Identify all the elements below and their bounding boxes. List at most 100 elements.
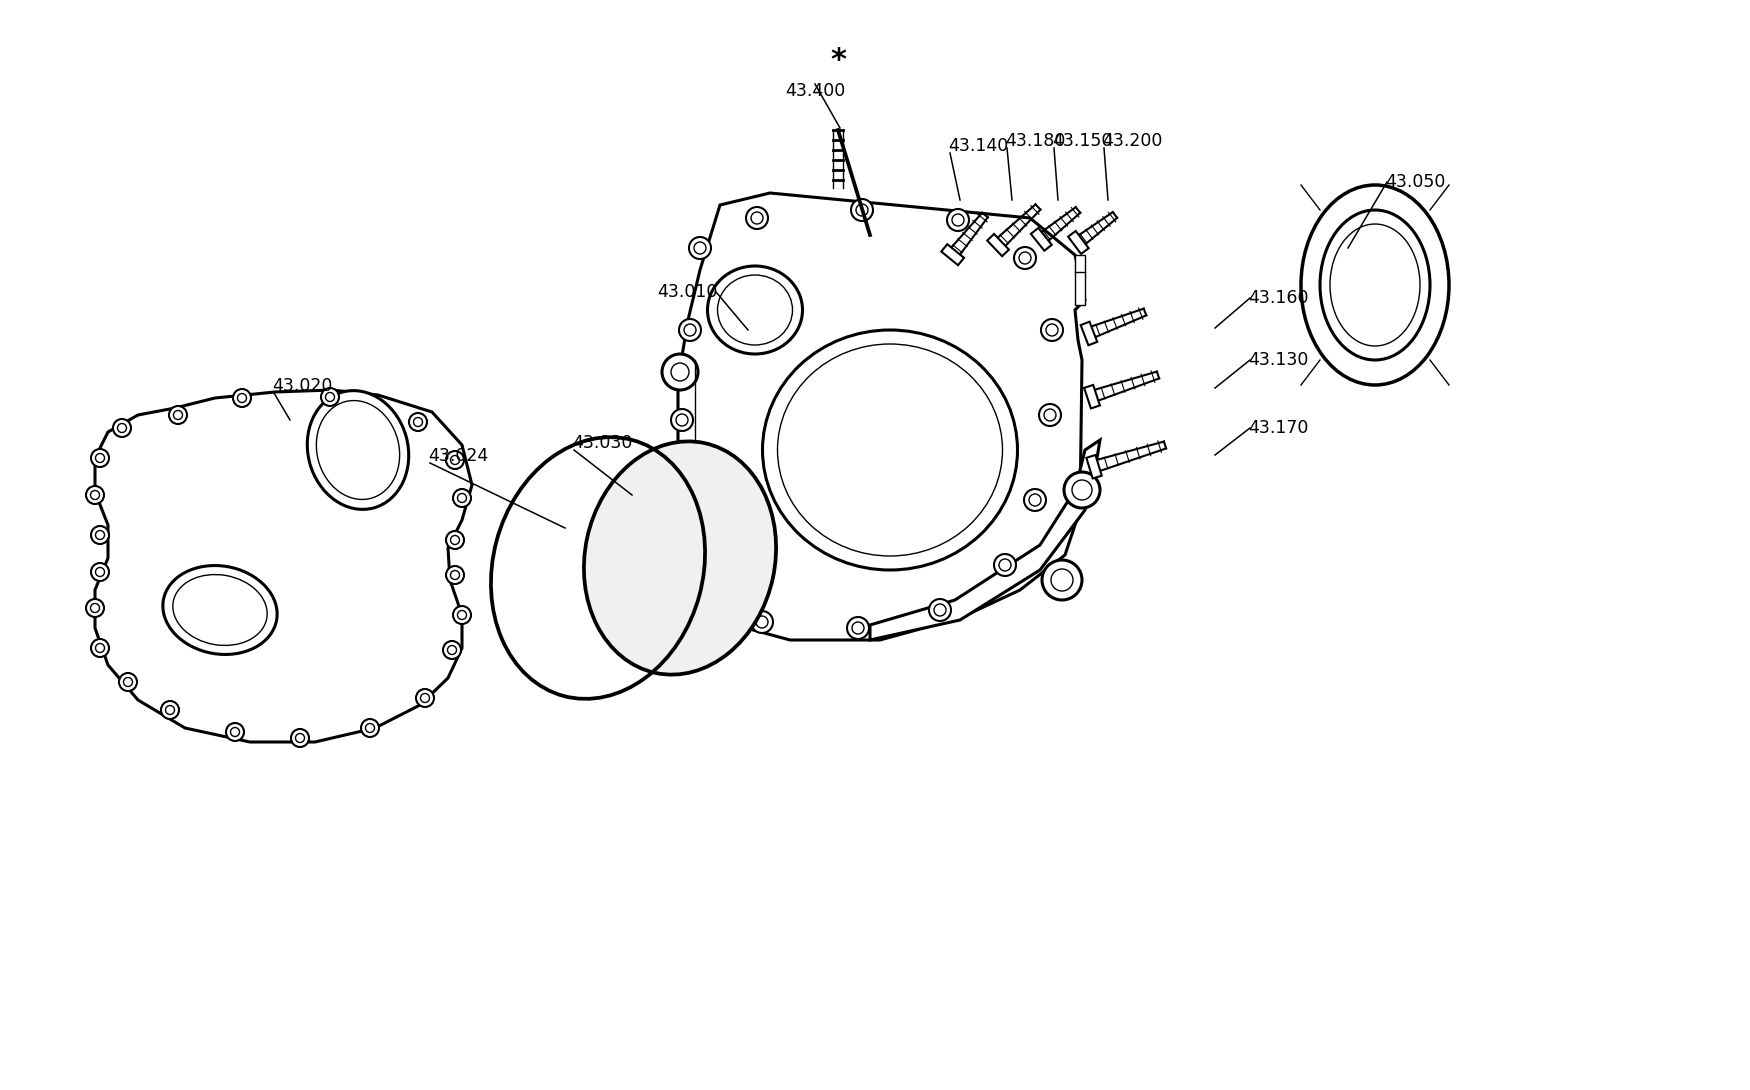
Circle shape <box>850 199 873 221</box>
Circle shape <box>1041 560 1082 600</box>
Circle shape <box>290 729 310 747</box>
Ellipse shape <box>763 330 1017 570</box>
Polygon shape <box>1087 455 1102 479</box>
Polygon shape <box>94 390 473 742</box>
Text: 43.150: 43.150 <box>1052 132 1113 150</box>
Circle shape <box>453 489 471 507</box>
Circle shape <box>696 589 709 601</box>
Text: 43.050: 43.050 <box>1384 173 1445 191</box>
Text: 43.130: 43.130 <box>1248 351 1309 370</box>
Circle shape <box>679 319 702 341</box>
Ellipse shape <box>308 390 410 509</box>
Circle shape <box>86 600 103 617</box>
Text: 43.140: 43.140 <box>949 137 1008 155</box>
Polygon shape <box>987 234 1010 256</box>
Text: *: * <box>830 46 845 74</box>
Circle shape <box>947 209 970 231</box>
Circle shape <box>751 211 763 225</box>
Circle shape <box>326 392 334 401</box>
Circle shape <box>238 393 247 402</box>
Circle shape <box>446 531 464 549</box>
Circle shape <box>1040 404 1060 426</box>
Circle shape <box>96 531 105 540</box>
Circle shape <box>233 389 250 407</box>
Polygon shape <box>870 440 1101 640</box>
Ellipse shape <box>718 275 793 346</box>
Circle shape <box>746 207 768 229</box>
Circle shape <box>670 409 693 431</box>
Circle shape <box>448 645 457 654</box>
Polygon shape <box>1031 228 1052 251</box>
Circle shape <box>1024 489 1046 511</box>
Circle shape <box>420 693 429 702</box>
Text: 43.024: 43.024 <box>429 447 488 465</box>
Ellipse shape <box>163 566 276 654</box>
Circle shape <box>173 411 182 420</box>
Ellipse shape <box>317 400 399 499</box>
Circle shape <box>670 363 690 382</box>
Circle shape <box>1041 319 1062 341</box>
Circle shape <box>690 237 710 259</box>
Circle shape <box>457 610 467 619</box>
Polygon shape <box>942 244 964 265</box>
Circle shape <box>695 242 705 254</box>
Circle shape <box>1045 409 1055 421</box>
Circle shape <box>952 214 964 226</box>
Circle shape <box>852 622 864 634</box>
Text: 43.200: 43.200 <box>1102 132 1162 150</box>
Text: 43.010: 43.010 <box>658 283 718 301</box>
Circle shape <box>96 453 105 462</box>
Circle shape <box>446 566 464 584</box>
Circle shape <box>670 519 693 541</box>
Circle shape <box>124 678 133 687</box>
Circle shape <box>934 604 947 616</box>
Circle shape <box>1064 472 1101 508</box>
Circle shape <box>1073 480 1092 500</box>
Circle shape <box>91 639 108 657</box>
Circle shape <box>1029 494 1041 506</box>
Circle shape <box>366 724 374 732</box>
Circle shape <box>847 617 870 639</box>
Circle shape <box>320 388 340 405</box>
Circle shape <box>1013 247 1036 269</box>
Polygon shape <box>1082 322 1097 346</box>
Polygon shape <box>1074 255 1085 305</box>
Circle shape <box>1046 324 1059 336</box>
Ellipse shape <box>777 344 1003 556</box>
Ellipse shape <box>173 574 268 645</box>
Ellipse shape <box>1320 210 1430 360</box>
Circle shape <box>91 564 108 581</box>
Circle shape <box>360 719 380 737</box>
Circle shape <box>856 204 868 216</box>
Circle shape <box>676 524 688 536</box>
Circle shape <box>96 568 105 577</box>
Circle shape <box>114 419 131 437</box>
Circle shape <box>91 490 100 499</box>
Ellipse shape <box>584 441 775 675</box>
Text: 43.180: 43.180 <box>1004 132 1066 150</box>
Text: 43.160: 43.160 <box>1248 289 1309 307</box>
Circle shape <box>86 486 103 504</box>
Circle shape <box>450 535 460 545</box>
Text: 43.400: 43.400 <box>784 82 845 100</box>
Polygon shape <box>1068 231 1088 254</box>
Circle shape <box>676 414 688 426</box>
Circle shape <box>117 424 126 433</box>
Circle shape <box>170 405 187 424</box>
Circle shape <box>231 727 240 737</box>
Circle shape <box>296 734 304 742</box>
Polygon shape <box>1085 385 1101 409</box>
Circle shape <box>1052 569 1073 591</box>
Ellipse shape <box>1330 225 1419 346</box>
Circle shape <box>1018 252 1031 264</box>
Circle shape <box>662 354 698 390</box>
Circle shape <box>453 606 471 623</box>
Circle shape <box>450 456 460 464</box>
Circle shape <box>450 570 460 580</box>
Circle shape <box>226 723 243 741</box>
Ellipse shape <box>707 266 803 354</box>
Circle shape <box>161 701 178 719</box>
Circle shape <box>994 554 1017 576</box>
Circle shape <box>691 584 714 606</box>
Circle shape <box>410 413 427 431</box>
